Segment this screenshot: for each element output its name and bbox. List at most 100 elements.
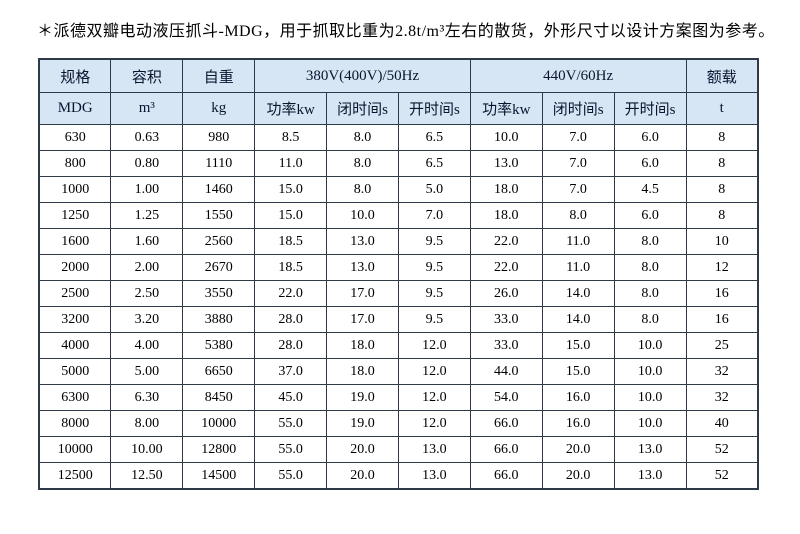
table-cell: 3.20 [110, 306, 184, 333]
header-group-380v: 380V(400V)/50Hz [254, 58, 471, 93]
table-cell: 10.0 [326, 202, 399, 229]
header-spec: 规格 [38, 58, 112, 93]
table-cell: 11.0 [254, 150, 328, 177]
table-row: 12500 12.50 14500 55.0 20.0 13.0 66.0 20.0 13.0 5… [38, 462, 759, 490]
table-cell: 1000 [38, 176, 112, 203]
table-row: 1600 1.60 2560 18.5 13.0 9.5 22.0 11.0 8.0 10 [38, 228, 759, 255]
table-cell: 0.80 [110, 150, 184, 177]
table-row: 2000 2.00 2670 18.5 13.0 9.5 22.0 11.0 8.0 12 [38, 254, 759, 281]
table-cell: 20.0 [326, 436, 399, 463]
table-cell: 1.60 [110, 228, 184, 255]
table-cell: 12 [685, 254, 759, 281]
table-cell: 18.5 [254, 254, 328, 281]
table-cell: 18.0 [326, 358, 399, 385]
table-cell: 16.0 [541, 384, 615, 411]
table-cell: 52 [685, 436, 759, 463]
table-cell: 33.0 [469, 306, 543, 333]
table-cell: 55.0 [254, 462, 328, 490]
table-cell: 18.0 [326, 332, 399, 359]
table-cell: 14.0 [541, 280, 615, 307]
subheader-open-time-60hz: 开时间s [613, 92, 687, 125]
header-capacity: 容积 [110, 58, 184, 93]
table-cell: 5.00 [110, 358, 184, 385]
table-cell: 20.0 [541, 436, 615, 463]
table-cell: 66.0 [469, 410, 543, 437]
table-cell: 9.5 [397, 254, 471, 281]
table-cell: 12800 [182, 436, 256, 463]
table-row: 10000 10.00 12800 55.0 20.0 13.0 66.0 20.0 13.0 5… [38, 436, 759, 463]
table-cell: 44.0 [469, 358, 543, 385]
subheader-m3: m³ [110, 92, 184, 125]
table-cell: 55.0 [254, 436, 328, 463]
table-cell: 17.0 [326, 306, 399, 333]
subheader-power-50hz: 功率kw [254, 92, 328, 125]
table-cell: 6.5 [397, 124, 471, 151]
table-cell: 12.50 [110, 462, 184, 490]
table-cell: 630 [38, 124, 112, 151]
table-cell: 16.0 [541, 410, 615, 437]
table-cell: 8.0 [541, 202, 615, 229]
table-cell: 1460 [182, 176, 256, 203]
table-cell: 0.63 [110, 124, 184, 151]
table-cell: 54.0 [469, 384, 543, 411]
table-body: 630 0.63 980 8.5 8.0 6.5 10.0 7.0 6.0 8 800 0.80 111… [38, 124, 759, 490]
table-cell: 19.0 [326, 384, 399, 411]
table-cell: 32 [685, 384, 759, 411]
table-cell: 8.0 [326, 176, 399, 203]
table-cell: 8.0 [613, 228, 687, 255]
table-cell: 40 [685, 410, 759, 437]
table-cell: 10000 [38, 436, 112, 463]
header-group-440v: 440V/60Hz [469, 58, 687, 93]
table-cell: 22.0 [469, 228, 543, 255]
subheader-kg: kg [182, 92, 256, 125]
table-cell: 33.0 [469, 332, 543, 359]
table-row: 1250 1.25 1550 15.0 10.0 7.0 18.0 8.0 6.0 8 [38, 202, 759, 229]
table-cell: 2.50 [110, 280, 184, 307]
table-cell: 980 [182, 124, 256, 151]
table-row: 8000 8.00 10000 55.0 19.0 12.0 66.0 16.0 10.0 40 [38, 410, 759, 437]
table-cell: 4.00 [110, 332, 184, 359]
subheader-close-time-50hz: 闭时间s [326, 92, 399, 125]
table-row: 2500 2.50 3550 22.0 17.0 9.5 26.0 14.0 8.0 16 [38, 280, 759, 307]
table-cell: 12.0 [397, 384, 471, 411]
table-cell: 8450 [182, 384, 256, 411]
table-cell: 5000 [38, 358, 112, 385]
spec-table-header: 规格 容积 自重 380V(400V)/50Hz 440V/60Hz 额载 MD… [38, 58, 759, 125]
table-cell: 12.0 [397, 410, 471, 437]
table-cell: 15.0 [541, 358, 615, 385]
table-row: 5000 5.00 6650 37.0 18.0 12.0 44.0 15.0 10.0 32 [38, 358, 759, 385]
table-cell: 28.0 [254, 306, 328, 333]
table-cell: 10.0 [613, 410, 687, 437]
table-cell: 6300 [38, 384, 112, 411]
table-cell: 13.0 [326, 254, 399, 281]
table-cell: 15.0 [541, 332, 615, 359]
table-cell: 1250 [38, 202, 112, 229]
table-cell: 2670 [182, 254, 256, 281]
table-cell: 5.0 [397, 176, 471, 203]
table-cell: 6.0 [613, 150, 687, 177]
table-cell: 55.0 [254, 410, 328, 437]
table-cell: 37.0 [254, 358, 328, 385]
table-cell: 18.0 [469, 176, 543, 203]
table-cell: 28.0 [254, 332, 328, 359]
table-cell: 45.0 [254, 384, 328, 411]
table-cell: 10.00 [110, 436, 184, 463]
table-cell: 6650 [182, 358, 256, 385]
table-cell: 14500 [182, 462, 256, 490]
table-cell: 32 [685, 358, 759, 385]
table-cell: 16 [685, 280, 759, 307]
table-cell: 1110 [182, 150, 256, 177]
table-cell: 20.0 [326, 462, 399, 490]
table-row: 4000 4.00 5380 28.0 18.0 12.0 33.0 15.0 10.0 25 [38, 332, 759, 359]
header-rated-load: 额载 [685, 58, 759, 93]
table-cell: 8.0 [326, 150, 399, 177]
subheader-open-time-50hz: 开时间s [397, 92, 471, 125]
table-cell: 2500 [38, 280, 112, 307]
table-cell: 8.0 [613, 254, 687, 281]
table-cell: 18.5 [254, 228, 328, 255]
table-row: 800 0.80 1110 11.0 8.0 6.5 13.0 7.0 6.0 8 [38, 150, 759, 177]
table-cell: 10.0 [613, 332, 687, 359]
table-cell: 6.0 [613, 124, 687, 151]
table-cell: 9.5 [397, 228, 471, 255]
table-cell: 8 [685, 176, 759, 203]
